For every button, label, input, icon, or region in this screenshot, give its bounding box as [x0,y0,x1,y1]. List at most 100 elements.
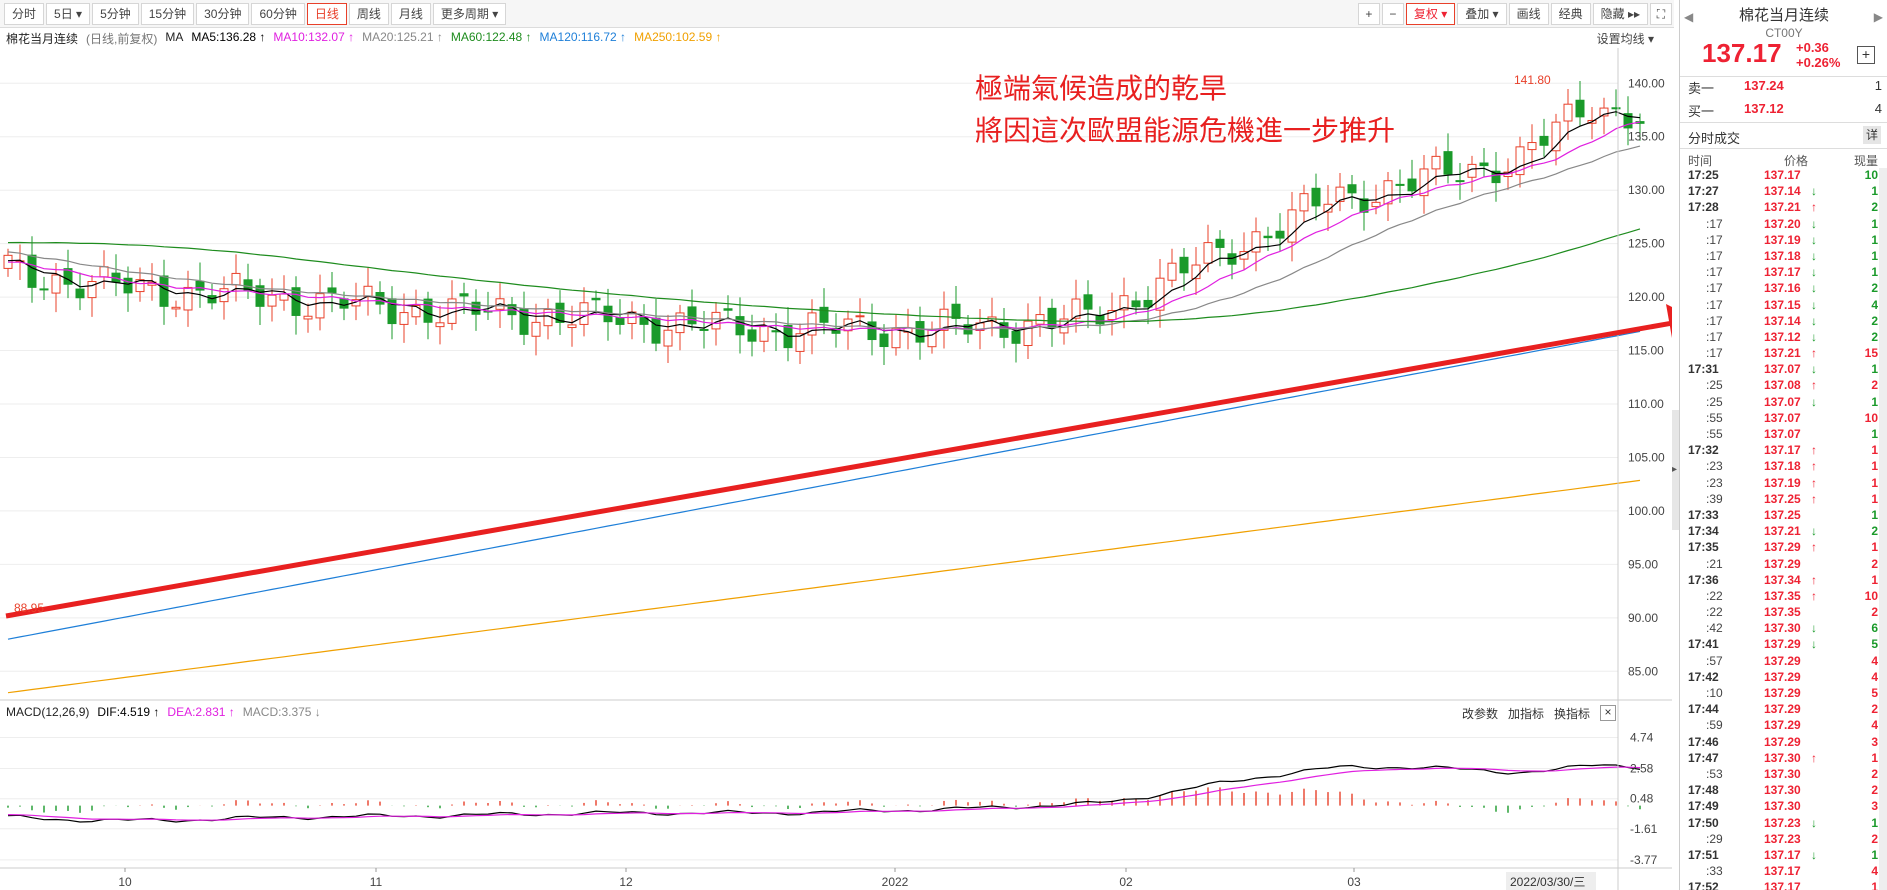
add-watchlist-button[interactable]: + [1857,46,1875,64]
candle-body [675,312,685,334]
tick-volume: 1 [1871,265,1878,280]
candle-body [195,280,205,291]
x-tick-label: 02 [1119,875,1133,889]
quote-panel: ◀ ▶ 棉花当月连续 CT00Y 137.17 +0.36 +0.26% + 卖… [1679,0,1887,890]
ma60-value: MA60:122.48 ↑ [450,30,532,44]
dif-value: DIF:4.519 ↑ [97,705,160,719]
col-time: 时间 [1688,154,1713,168]
period-button[interactable]: 15分钟 [140,3,195,25]
candle-body [723,308,733,311]
tick-price: 137.17 [1764,265,1801,280]
tick-row: :17 137.15 ↓ 4 [1680,298,1880,314]
candle-body [39,288,49,291]
candle-body [435,322,445,328]
hide-button[interactable]: 隐藏 ▸▸ [1592,3,1648,25]
next-instrument-icon[interactable]: ▶ [1873,10,1883,24]
candle-body [1491,170,1501,184]
tick-time: :33 [1706,864,1723,879]
tick-price: 137.23 [1764,831,1801,846]
tick-price: 137.18 [1764,248,1801,263]
candle-body [303,315,313,320]
tick-volume: 2 [1871,329,1878,344]
cursor-date: 2022/03/30/三 [1510,875,1585,889]
tick-price: 137.29 [1764,669,1801,684]
y-tick-label: 130.00 [1628,183,1665,197]
tick-row: :23 137.18 ↑ 1 [1680,459,1880,475]
candle-body [651,317,661,344]
candle-body [171,306,181,310]
tick-time: 17:42 [1688,669,1719,684]
tick-time: :53 [1706,766,1723,781]
ma-label: MA [165,30,184,44]
classic-button[interactable]: 经典 [1550,3,1591,25]
adjust-button[interactable]: 复权 ▾ [1405,3,1456,25]
tick-direction: ↓ [1811,281,1817,296]
x-tick-label: 10 [118,875,132,889]
fullscreen-icon[interactable]: ⛶ [1650,3,1672,25]
candle-body [1179,256,1189,274]
tick-volume: 1 [1871,216,1878,231]
kline-chart[interactable]: 85.00 90.00 95.00 100.00 105.00 110.00 115.00 1… [0,48,1672,890]
tick-volume: 4 [1871,718,1878,733]
tick-scrollbar[interactable] [1879,168,1887,890]
zoom-in-button[interactable]: + [1357,3,1380,25]
x-tick-label: 11 [370,875,383,889]
tick-direction: ↑ [1811,475,1817,490]
tick-volume: 1 [1871,427,1878,441]
period-button[interactable]: 5日 ▾ [46,3,91,25]
tick-price: 137.07 [1764,427,1801,441]
candle-body [327,287,337,294]
annotation-line-2: 將因這次歐盟能源危機進一步推升 [975,114,1395,147]
detail-button[interactable]: 详 [1863,126,1881,144]
period-button[interactable]: 更多周期 ▾ [432,3,507,25]
tick-row: 17:36 137.34 ↑ 1 [1680,573,1880,589]
candle-body [231,272,241,286]
candle-body [135,279,145,293]
period-button[interactable]: 月线 [390,3,431,25]
candle-body [579,302,589,325]
candle-body [1311,187,1321,207]
period-button[interactable]: 30分钟 [196,3,250,25]
switch-indicator-button[interactable]: 换指标 [1554,707,1591,721]
sell1-row: 卖一 137.24 1 [1688,78,1882,96]
candle-body [63,268,73,285]
tick-time: :17 [1706,297,1723,312]
period-button[interactable]: 5分钟 [92,3,139,25]
macd-tick-label: -3.77 [1630,853,1658,867]
period-button[interactable]: 60分钟 [251,3,305,25]
edit-params-button[interactable]: 改参数 [1462,707,1499,721]
candle-body [183,286,193,311]
period-button[interactable]: 周线 [348,3,389,25]
period-buttons: 分时 5日 ▾ 5分钟 15分钟 30分钟 60分钟 日线 周线 月线 更多周期 ▾ [4,3,507,25]
candle-body [951,303,961,319]
tick-time: :17 [1706,346,1723,361]
tick-time: 17:27 [1688,184,1719,199]
close-icon[interactable]: × [1600,705,1617,721]
tick-volume: 2 [1871,702,1878,717]
tick-volume: 1 [1871,572,1878,587]
tick-row: :17 137.17 ↓ 1 [1680,265,1880,281]
period-button[interactable]: 分时 [4,3,45,25]
candle-body [27,254,37,288]
high-marker: 141.80 [1514,73,1551,87]
panel-collapse-handle[interactable]: ▸ [1672,410,1679,530]
candle-body [687,306,697,325]
tick-time: :22 [1706,605,1723,620]
tick-direction: ↑ [1811,750,1817,765]
overlay-button[interactable]: 叠加 ▾ [1457,3,1507,25]
annotation-line-1: 極端氣候造成的乾旱 [975,72,1227,105]
period-button[interactable]: 日线 [306,3,347,25]
y-tick-label: 140.00 [1628,76,1665,90]
prev-instrument-icon[interactable]: ◀ [1684,10,1694,24]
add-indicator-button[interactable]: 加指标 [1508,707,1545,721]
zoom-out-button[interactable]: − [1381,3,1404,25]
tick-row: :17 137.16 ↓ 2 [1680,281,1880,297]
set-ma-button[interactable]: 设置均线 ▾ [1596,32,1654,46]
tick-time: :17 [1706,248,1723,263]
candle-body [855,315,865,318]
tick-direction: ↓ [1811,216,1817,231]
tick-price: 137.35 [1764,605,1801,620]
candle-body [939,308,949,331]
tick-row: 17:49 137.30 3 [1680,799,1880,815]
draw-button[interactable]: 画线 [1508,3,1549,25]
